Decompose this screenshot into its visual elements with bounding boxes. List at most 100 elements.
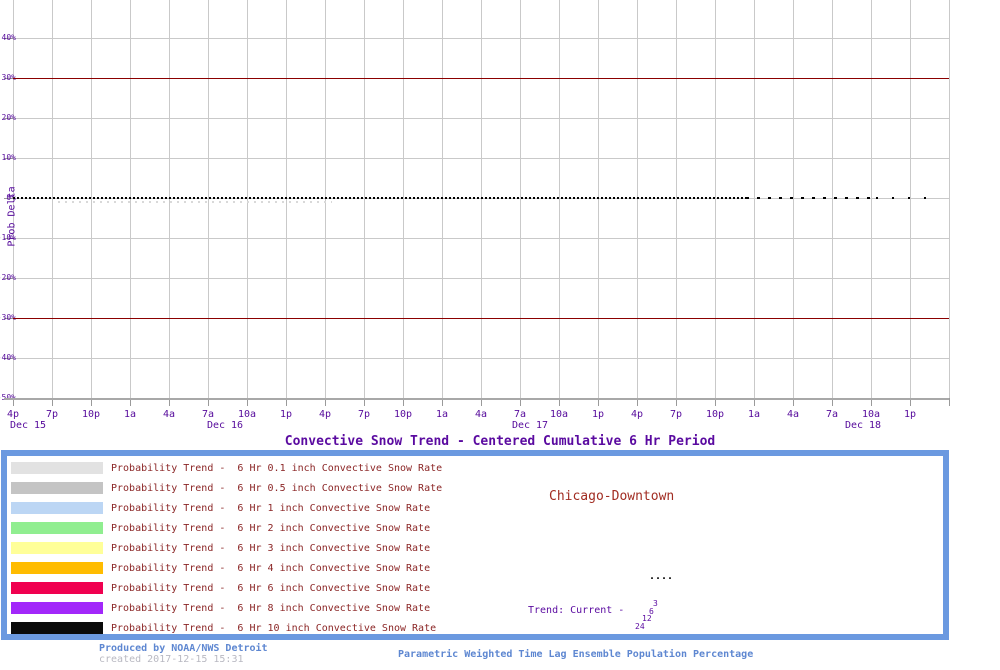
x-tick-label: 4p (6, 409, 20, 420)
y-tick-mark (4, 358, 13, 359)
legend-label: Probability Trend - 6 Hr 1 inch Convecti… (111, 503, 431, 514)
x-tick-label: 7p (669, 409, 683, 420)
x-tick-mark (481, 398, 482, 406)
x-tick-label: 1p (279, 409, 293, 420)
faint-series-dots (58, 201, 332, 203)
y-tick-mark (4, 318, 13, 319)
x-tick-label: 10a (549, 409, 569, 420)
x-tick-mark (13, 398, 14, 406)
x-tick-mark (403, 398, 404, 406)
legend-swatch (11, 502, 103, 514)
x-tick-label: 10p (81, 409, 101, 420)
x-tick-label: 1a (123, 409, 137, 420)
y-tick-mark (4, 158, 13, 159)
x-tick-label: 4a (162, 409, 176, 420)
gridline-vertical (559, 0, 560, 398)
location-label: Chicago-Downtown (549, 489, 675, 504)
x-tick-mark (715, 398, 716, 406)
y-tick-mark (4, 278, 13, 279)
legend-label: Probability Trend - 6 Hr 3 inch Convecti… (111, 543, 431, 554)
legend-label: Probability Trend - 6 Hr 0.5 inch Convec… (111, 483, 443, 494)
x-date-label: Dec 18 (844, 420, 882, 431)
x-tick-mark (910, 398, 911, 406)
x-tick-label: 10a (861, 409, 881, 420)
trend-lag-number: 3 (653, 599, 658, 608)
legend-swatch (11, 482, 103, 494)
x-tick-label: 10a (237, 409, 257, 420)
y-tick-mark (4, 198, 13, 199)
x-tick-mark (91, 398, 92, 406)
threshold-line-30pct (13, 78, 949, 79)
gridline-vertical (715, 0, 716, 398)
x-date-label: Dec 16 (206, 420, 244, 431)
legend-swatch (11, 522, 103, 534)
current-trend-dotted-sample: .... (649, 571, 674, 582)
y-tick-mark (4, 78, 13, 79)
gridline-horizontal (13, 358, 949, 359)
y-tick-label: 40% (1, 33, 16, 42)
x-tick-mark (559, 398, 560, 406)
legend-label: Probability Trend - 6 Hr 0.1 inch Convec… (111, 463, 443, 474)
x-axis-line (4, 398, 949, 400)
gridline-horizontal (13, 278, 949, 279)
footer-created-timestamp: created 2017-12-15 15:31 (99, 654, 244, 665)
gridline-vertical (520, 0, 521, 398)
y-tick-mark (4, 38, 13, 39)
x-tick-mark (364, 398, 365, 406)
gridline-vertical (637, 0, 638, 398)
gridline-vertical (247, 0, 248, 398)
x-date-label: Dec 17 (511, 420, 549, 431)
gridline-horizontal (13, 158, 949, 159)
threshold-line--30pct (13, 318, 949, 319)
trend-lag-number: 12 (642, 614, 652, 623)
y-tick-label: -30% (0, 313, 16, 322)
gridline-horizontal (13, 238, 949, 239)
x-tick-mark (325, 398, 326, 406)
x-tick-label: 4p (318, 409, 332, 420)
x-tick-mark (793, 398, 794, 406)
x-tick-mark (130, 398, 131, 406)
x-tick-label: 7a (201, 409, 215, 420)
x-tick-mark (598, 398, 599, 406)
x-tick-label: 4a (474, 409, 488, 420)
y-tick-mark (4, 238, 13, 239)
x-tick-label: 10p (393, 409, 413, 420)
x-tick-mark (208, 398, 209, 406)
legend-label: Probability Trend - 6 Hr 4 inch Convecti… (111, 563, 431, 574)
trend-lag-number: 6 (649, 607, 654, 616)
x-tick-label: 7a (513, 409, 527, 420)
legend-swatch (11, 462, 103, 474)
current-trend-dotted-line (746, 197, 876, 199)
gridline-vertical (403, 0, 404, 398)
legend-swatch (11, 542, 103, 554)
legend-row: Probability Trend - 6 Hr 10 inch Convect… (7, 618, 907, 638)
x-tick-mark (52, 398, 53, 406)
y-tick-label: 10% (1, 153, 16, 162)
y-tick-label: -40% (0, 353, 16, 362)
y-tick-label: 0% (6, 193, 16, 202)
x-date-label: Dec 15 (9, 420, 47, 431)
footer-method-note: Parametric Weighted Time Lag Ensemble Po… (398, 649, 754, 660)
x-tick-label: 7a (825, 409, 839, 420)
legend-label: Probability Trend - 6 Hr 8 inch Convecti… (111, 603, 431, 614)
y-tick-label: -20% (0, 273, 16, 282)
gridline-vertical (325, 0, 326, 398)
gridline-vertical (13, 0, 14, 398)
gridline-vertical (832, 0, 833, 398)
y-tick-label: 30% (1, 73, 16, 82)
trend-lag-number: 24 (635, 622, 645, 631)
gridline-vertical (442, 0, 443, 398)
x-tick-label: 7p (357, 409, 371, 420)
current-trend-dotted-line (13, 197, 746, 199)
x-tick-mark (442, 398, 443, 406)
x-tick-mark (520, 398, 521, 406)
gridline-vertical (481, 0, 482, 398)
y-tick-label: 50% (0, 0, 16, 2)
x-tick-mark (676, 398, 677, 406)
y-axis-title: Prob Delta (6, 186, 18, 247)
x-tick-mark (637, 398, 638, 406)
x-tick-mark (247, 398, 248, 406)
x-tick-label: 10p (705, 409, 725, 420)
gridline-vertical (169, 0, 170, 398)
legend-swatch (11, 602, 103, 614)
